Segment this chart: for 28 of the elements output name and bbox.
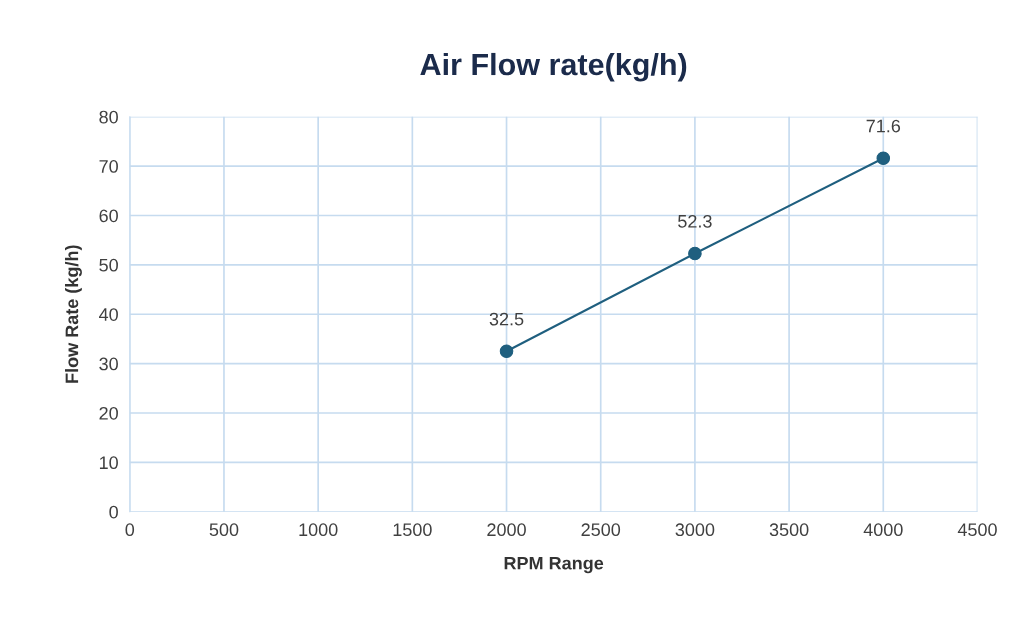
data-label: 52.3	[678, 214, 712, 228]
y-tick-label: 80	[99, 110, 118, 124]
point	[688, 246, 702, 261]
y-tick-label: 0	[109, 505, 118, 519]
x-tick-label: 0	[125, 523, 135, 537]
x-tick-label: 4500	[957, 523, 997, 537]
y-tick-label: 70	[99, 160, 118, 173]
y-axis-title: Flow Rate (kg/h)	[65, 245, 82, 383]
x-tick-label: 4000	[863, 523, 903, 537]
x-tick-label: 3500	[769, 523, 809, 537]
chart-title: Air Flow rate(kg/h)	[420, 52, 687, 82]
y-tick-label: 60	[99, 209, 118, 223]
point	[499, 344, 514, 359]
data-label: 32.5	[489, 312, 524, 326]
x-tick-label: 1500	[393, 523, 432, 537]
x-tick-label: 500	[209, 523, 239, 537]
x-tick-label: 2500	[581, 523, 621, 537]
y-tick-label: 20	[99, 406, 118, 420]
y-tick-label: 40	[99, 308, 118, 321]
y-tick-label: 50	[99, 258, 118, 272]
x-axis-title: RPM Range	[504, 556, 604, 574]
point	[876, 151, 891, 165]
y-tick-label: 30	[99, 357, 118, 371]
x-tick-label: 2000	[487, 523, 526, 537]
x-tick-label: 1000	[299, 523, 338, 537]
data-label: 71.6	[866, 119, 901, 133]
x-tick-label: 3000	[675, 523, 715, 537]
y-tick-label: 10	[99, 456, 118, 470]
